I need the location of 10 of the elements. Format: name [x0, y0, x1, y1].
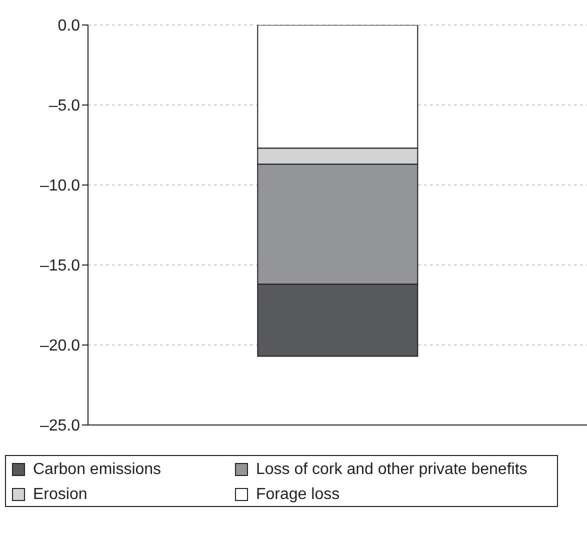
y-tick-label: –20.0 — [40, 338, 80, 355]
y-tick-label: 0.0 — [58, 18, 80, 35]
legend-label: Carbon emissions — [33, 460, 162, 479]
legend-label: Forage loss — [256, 485, 340, 504]
y-tick-label: –15.0 — [40, 258, 80, 275]
y-tick-label: –5.0 — [48, 98, 80, 115]
legend-label: Erosion — [33, 485, 88, 504]
legend-label: Loss of cork and other private benefits — [256, 460, 528, 479]
y-tick-label: –25.0 — [40, 418, 80, 435]
y-tick-label: –10.0 — [40, 178, 80, 195]
